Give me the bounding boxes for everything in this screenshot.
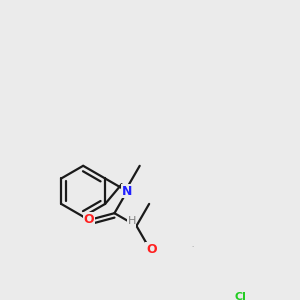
Text: N: N <box>122 185 132 198</box>
Text: O: O <box>146 243 157 256</box>
Text: O: O <box>84 213 94 226</box>
Text: H: H <box>128 216 136 226</box>
Text: Cl: Cl <box>235 292 247 300</box>
